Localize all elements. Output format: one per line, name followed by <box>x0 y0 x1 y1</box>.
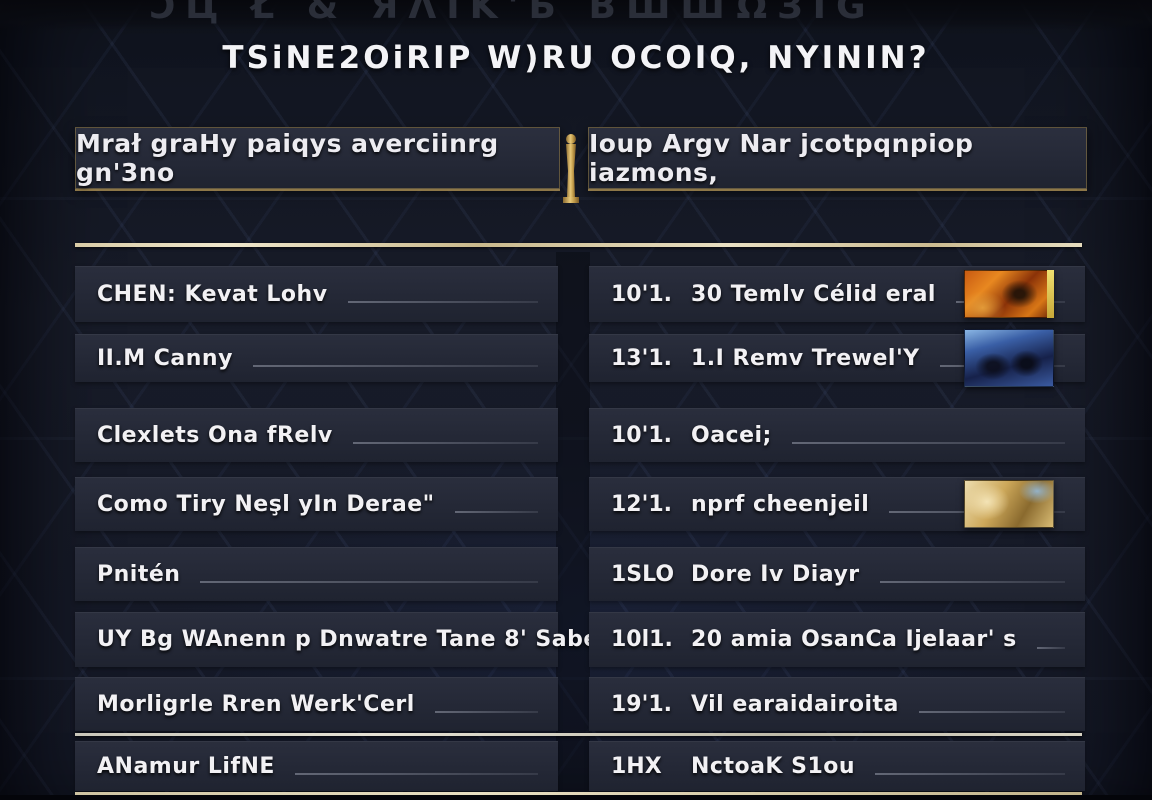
entry-label: Pnitén <box>97 561 181 587</box>
trophy-icon <box>556 131 586 207</box>
entry-label: ANamur LifNE <box>97 753 275 779</box>
row-rule <box>252 365 538 367</box>
entry-time: 1SLO <box>611 561 675 587</box>
entry-time: 19'1. <box>611 691 673 717</box>
entry-label: 20 amia OsanCa Ijelaar' s <box>691 627 1017 652</box>
column-header-right-label: Ioup Argv Nar jcotpqnpiop iazmons, <box>589 129 974 187</box>
entry-label: nprf cheenjeil <box>691 491 870 517</box>
entry-time: 1HX <box>611 753 662 779</box>
list-item[interactable]: Como Tiry Neşl yIn Derae" <box>75 477 558 531</box>
list-item[interactable]: 10'1. Oacei; <box>589 408 1085 462</box>
entry-label: Vil earaidairoita <box>691 691 899 717</box>
column-header-right[interactable]: Ioup Argv Nar jcotpqnpiop iazmons, <box>588 127 1087 189</box>
list-item[interactable]: 13'1. 1.I Remv Trewel'Y <box>589 329 1085 387</box>
column-header-left-label: Mrał graHy paiqys averciinrg gn'3no <box>76 129 499 187</box>
row-rule <box>918 711 1065 713</box>
row-rule <box>1036 646 1065 649</box>
list-item[interactable]: 1HX NctoaK S1ou <box>589 741 1085 791</box>
row-rule <box>200 581 538 583</box>
page-title: TSiNE2OiRIP W)RU OCOIQ, NYININ? <box>222 40 930 76</box>
list-item[interactable]: CHEN: Kevat Lohv <box>75 266 558 322</box>
list-item[interactable]: 10l1. 20 amia OsanCa Ijelaar' s <box>589 612 1085 667</box>
row-rule <box>791 442 1065 444</box>
row-rule <box>454 511 538 513</box>
list-item[interactable]: 19'1. Vil earaidairoita <box>589 677 1085 731</box>
row-rule <box>879 581 1065 583</box>
entry-label: NctoaK S1ou <box>691 753 856 779</box>
entry-label: Como Tiry Neşl yIn Derae" <box>97 491 435 517</box>
row-rule <box>347 301 538 303</box>
column-divider <box>556 252 590 794</box>
entry-label: II.M Canny <box>97 345 233 371</box>
list-item[interactable]: Pnitén <box>75 547 558 601</box>
entry-label: Dore Iv Diayr <box>691 561 860 587</box>
row-rule <box>434 711 538 713</box>
separator-above-last-row <box>75 733 1082 736</box>
row-rule <box>352 442 538 444</box>
match-thumbnail-fire <box>964 270 1054 318</box>
entry-time: 12'1. <box>611 491 673 517</box>
list-item[interactable]: ANamur LifNE <box>75 741 558 791</box>
list-item[interactable]: II.M Canny <box>75 334 558 382</box>
list-item[interactable]: UY Bg WAnenn p Dnwatre Tane 8' Saben 8' <box>75 612 646 667</box>
entry-time: 13'1. <box>611 345 673 371</box>
row-rule <box>875 773 1065 775</box>
entry-label: Morligrle Rren Werk'Cerl <box>97 691 415 717</box>
bottom-black-bar <box>0 795 1152 800</box>
list-item[interactable]: 12'1. nprf cheenjeil <box>589 477 1085 531</box>
entry-time: 10'1. <box>611 422 673 448</box>
list-item[interactable]: 1SLO Dore Iv Diayr <box>589 547 1085 601</box>
entry-label: Oacei; <box>691 422 772 448</box>
entry-time: 10'1. <box>611 281 673 307</box>
entry-label: UY Bg WAnenn p Dnwatre Tane 8' Saben 8' <box>97 627 647 652</box>
list-item[interactable]: 10'1. 30 Temlv Célid eral <box>589 266 1085 322</box>
list-item[interactable]: Clexlets Ona fRelv <box>75 408 558 462</box>
top-banner-strip: ϽЦ Ł & ЯΛІK'Ь ВШШΏЗІǴ <box>0 0 1152 30</box>
list-item[interactable]: Morligrle Rren Werk'Cerl <box>75 677 558 731</box>
match-thumbnail-gold <box>964 480 1054 528</box>
entry-label: CHEN: Kevat Lohv <box>97 281 328 307</box>
entry-time: 10l1. <box>611 627 673 652</box>
row-rule <box>294 773 538 775</box>
entry-label: 1.I Remv Trewel'Y <box>691 345 920 371</box>
match-thumbnail-blue <box>964 329 1054 387</box>
gold-separator-top <box>75 243 1082 247</box>
column-header-left[interactable]: Mrał graHy paiqys averciinrg gn'3no <box>75 127 560 189</box>
bottom-gold-rule <box>75 792 1082 795</box>
entry-label: 30 Temlv Célid eral <box>691 281 936 307</box>
entry-label: Clexlets Ona fRelv <box>97 422 333 448</box>
faint-banner-glyphs: ϽЦ Ł & ЯΛІK'Ь ВШШΏЗІǴ <box>150 0 876 27</box>
